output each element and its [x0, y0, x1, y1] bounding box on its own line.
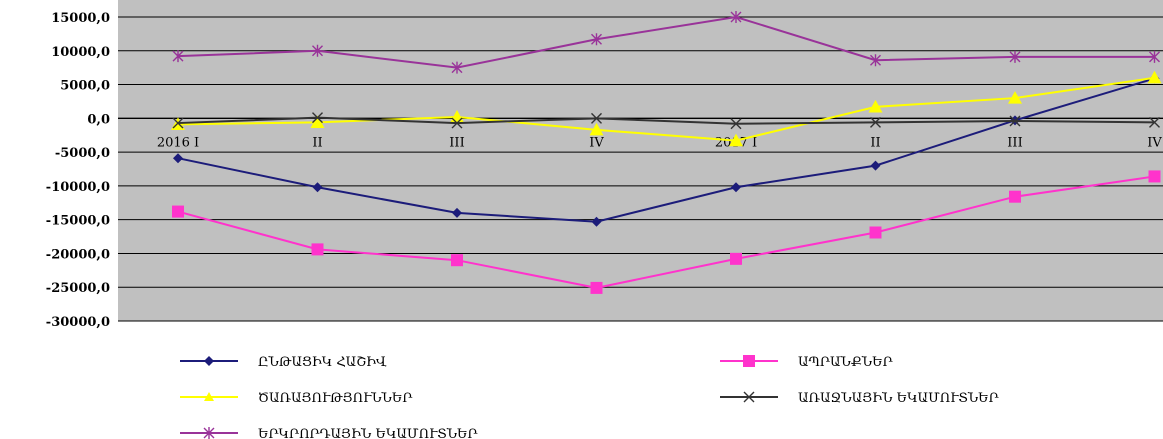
y-tick-label: 10000,0 — [51, 45, 110, 60]
legend-label: ԱՌԱՋՆԱՅԻՆ ԵԿԱՄՈՒՏՆԵՐ — [798, 391, 999, 406]
legend-label: ԾԱՌԱՅՈՒԹՅՈՒՆՆԵՐ — [258, 391, 412, 406]
data-point — [1009, 190, 1021, 203]
data-point — [870, 160, 881, 171]
series-group — [172, 11, 1160, 74]
y-tick-label: -5000,0 — [55, 146, 110, 161]
data-point — [743, 391, 755, 403]
data-point — [311, 243, 324, 256]
x-tick-label: 2016 I — [157, 135, 199, 150]
data-point — [868, 99, 883, 113]
y-tick-label: -25000,0 — [46, 281, 110, 296]
x-tick-label: III — [1007, 135, 1022, 150]
data-point — [452, 207, 462, 218]
data-point — [1008, 91, 1022, 104]
series-group — [172, 170, 1161, 294]
series-line — [177, 116, 1155, 125]
y-tick-label: 0,0 — [87, 112, 110, 127]
data-point — [591, 33, 602, 46]
data-point — [730, 118, 742, 130]
data-point — [312, 182, 323, 193]
data-point — [1009, 115, 1021, 127]
legend-item: ԸՆԹԱՑԻԿ ՀԱՇԻՎ — [180, 355, 387, 370]
data-point — [590, 281, 603, 294]
data-point — [730, 252, 742, 265]
data-point — [1148, 170, 1161, 183]
data-point — [204, 356, 214, 366]
y-tick-label: -15000,0 — [46, 214, 110, 229]
series-group — [172, 112, 1160, 130]
legend-label: ԵՐԿՐՈՐԴԱՅԻՆ ԵԿԱՄՈՒՏՆԵՐ — [258, 427, 478, 439]
data-point — [203, 427, 215, 439]
x-tick-label: II — [870, 135, 880, 150]
x-tick-label: IV — [1147, 135, 1162, 150]
series-line — [177, 175, 1155, 289]
data-point — [312, 44, 323, 57]
data-point — [204, 392, 214, 401]
data-point — [451, 254, 463, 267]
legend-item: ԵՐԿՐՈՐԴԱՅԻՆ ԵԿԱՄՈՒՏՆԵՐ — [180, 427, 478, 439]
data-point — [730, 11, 742, 23]
legend: ԸՆԹԱՑԻԿ ՀԱՇԻՎ ԱՊՐԱՆՔՆԵՐ ԾԱՌԱՅՈՒԹՅՈՒՆՆԵՐ ԱՌԱ… — [180, 355, 999, 439]
series-line — [177, 76, 1155, 142]
data-point — [172, 205, 184, 218]
data-point — [591, 216, 602, 227]
data-point — [743, 355, 755, 367]
data-point — [173, 153, 183, 164]
data-point — [172, 50, 184, 63]
legend-label: ԱՊՐԱՆՔՆԵՐ — [798, 355, 893, 370]
y-axis-tick-labels: 15000,0 10000,0 5000,0 0,0 -5000,0 -10000,0 -1… — [46, 11, 110, 330]
data-point — [310, 115, 325, 128]
data-point — [1149, 116, 1160, 128]
data-point — [731, 182, 741, 193]
data-point — [591, 112, 602, 124]
series-line — [177, 15, 1155, 69]
data-point — [312, 112, 323, 124]
data-point — [869, 226, 882, 239]
legend-item: ԱՌԱՋՆԱՅԻՆ ԵԿԱՄՈՒՏՆԵՐ — [720, 391, 999, 406]
data-point — [1009, 50, 1021, 63]
x-tick-label: IV — [589, 135, 604, 150]
x-tick-label: III — [449, 135, 464, 150]
legend-item: ԾԱՌԱՅՈՒԹՅՈՒՆՆԵՐ — [180, 391, 412, 406]
data-point — [870, 54, 881, 67]
data-point — [729, 133, 743, 147]
data-point — [451, 61, 463, 74]
y-tick-label: -10000,0 — [46, 180, 110, 195]
data-point — [451, 117, 463, 129]
data-point — [589, 122, 604, 136]
y-tick-label: 15000,0 — [51, 11, 110, 26]
legend-item: ԱՊՐԱՆՔՆԵՐ — [720, 355, 893, 370]
legend-label: ԸՆԹԱՑԻԿ ՀԱՇԻՎ — [258, 355, 387, 370]
series-lines — [171, 11, 1162, 294]
data-point — [1147, 70, 1162, 84]
y-tick-label: 5000,0 — [60, 79, 110, 94]
x-tick-label: II — [312, 135, 322, 150]
plot-area — [118, 0, 1163, 321]
series-line — [177, 77, 1155, 223]
series-group — [173, 73, 1160, 227]
data-point — [1149, 50, 1160, 63]
y-tick-label: -30000,0 — [46, 315, 110, 330]
data-point — [172, 117, 184, 129]
y-tick-label: -20000,0 — [46, 247, 110, 262]
data-point — [870, 116, 881, 128]
